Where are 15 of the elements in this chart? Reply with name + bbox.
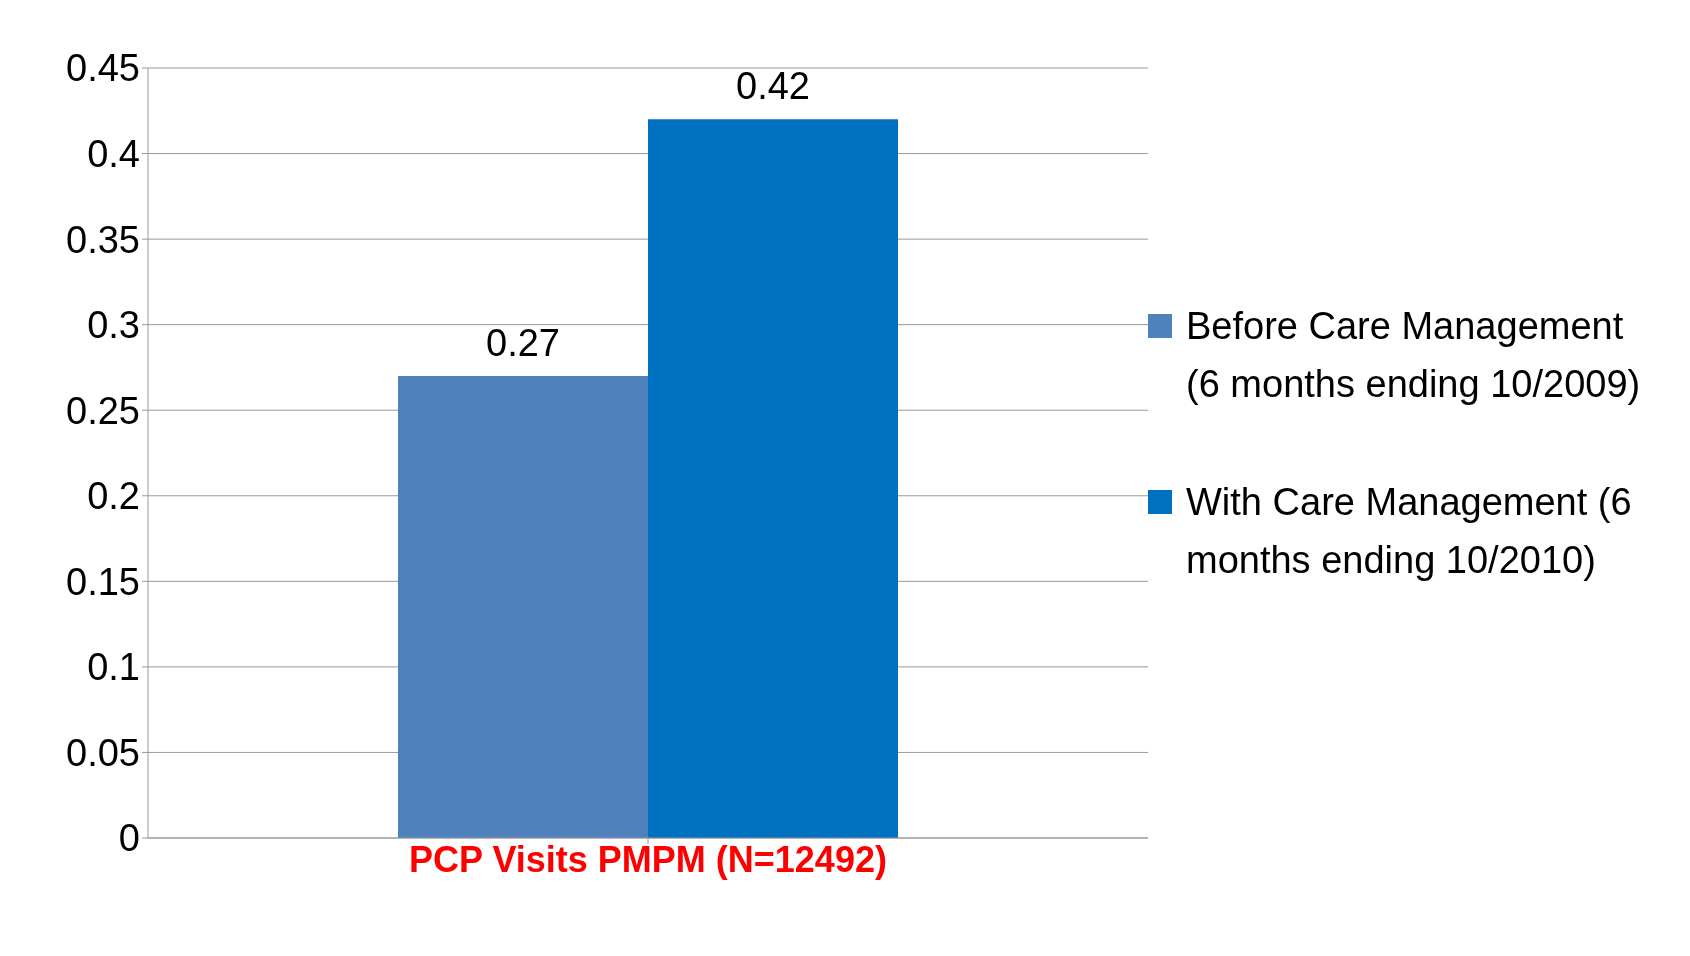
y-tick-label: 0.3 [87, 304, 140, 347]
data-label: 0.42 [736, 65, 810, 108]
y-tick-label: 0 [118, 817, 140, 860]
legend-label: With Care Management (6 months ending 10/2010) [1186, 480, 1633, 583]
y-tick-label: 0.25 [66, 389, 140, 432]
y-tick-label: 0.15 [66, 560, 140, 603]
y-tick-label: 0.35 [66, 218, 140, 261]
x-tick-label: PCP Visits PMPM (N=12492) [409, 838, 887, 880]
y-tick-label: 0.4 [87, 133, 140, 176]
y-tick-label: 0.1 [87, 646, 140, 689]
legend-label: Before Care Management (6 months ending 10/2009) [1186, 304, 1642, 407]
y-tick-label: 0.2 [87, 475, 140, 518]
y-tick-label: 0.05 [66, 731, 140, 774]
data-label: 0.27 [486, 322, 560, 364]
y-tick-label: 0.45 [66, 47, 140, 90]
